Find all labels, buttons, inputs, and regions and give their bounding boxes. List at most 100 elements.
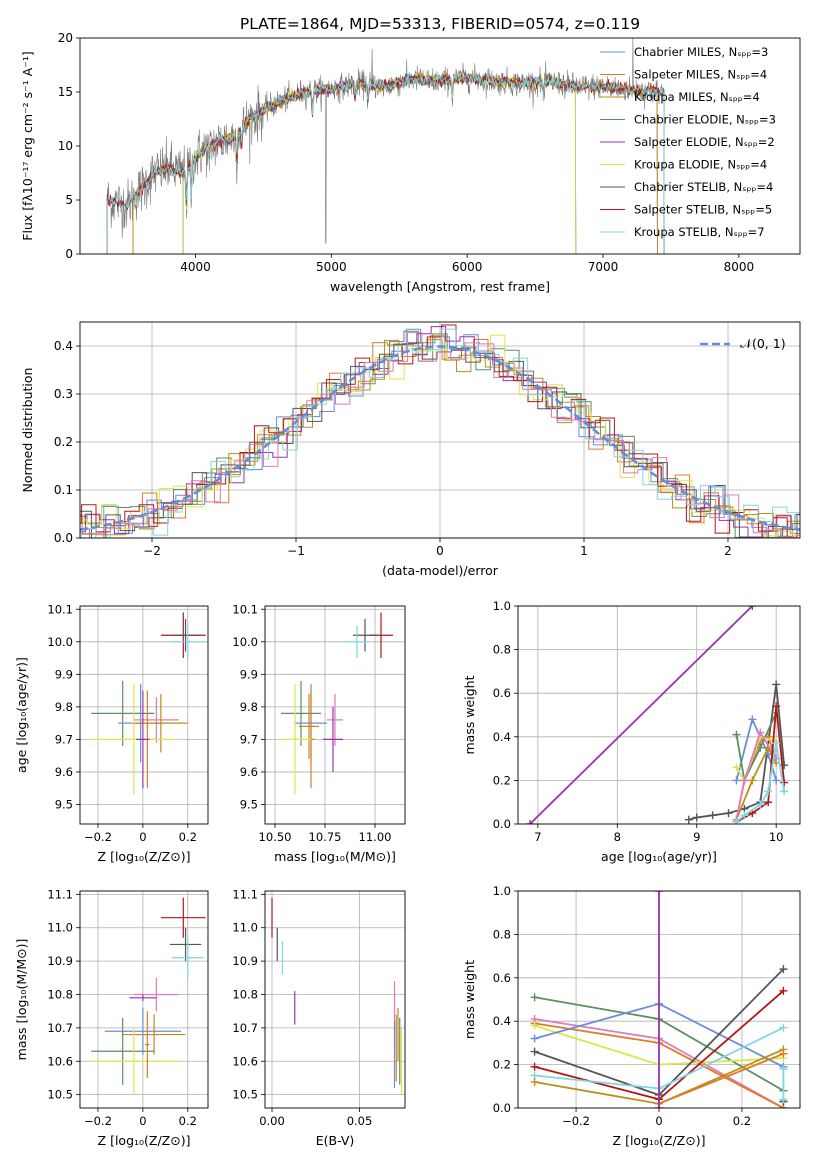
- spectrum-data-line: [107, 38, 664, 243]
- plus-marker: [531, 1078, 539, 1086]
- x-tick-label: 11.00: [359, 830, 392, 844]
- spectrum-model-line: [107, 74, 664, 254]
- y-tick-label: 0.4: [493, 1014, 511, 1028]
- x-tick-label: 0: [655, 1114, 662, 1128]
- spectrum-panel: 4000500060007000800005101520wavelength […: [20, 31, 800, 294]
- y-tick-label: 10: [58, 139, 73, 153]
- axes-frame: [80, 891, 208, 1108]
- x-tick-label: 0: [139, 830, 146, 844]
- y-tick-label: 9.5: [55, 797, 73, 811]
- plot-area: [89, 613, 206, 795]
- x-tick-label: 10.75: [309, 830, 342, 844]
- y-tick-label: 9.8: [240, 700, 258, 714]
- y-tick-label: 9.7: [55, 732, 73, 746]
- x-tick-label: 6000: [452, 260, 483, 274]
- plus-marker: [685, 816, 693, 824]
- plus-marker: [531, 993, 539, 1001]
- y-axis-label: mass [log₁₀(M/M⊙)]: [14, 939, 29, 1061]
- y-tick-label: 10.1: [232, 602, 258, 616]
- y-tick-label: 0.0: [54, 531, 73, 545]
- axes-frame: [265, 891, 405, 1108]
- plot-area: [59, 325, 819, 538]
- plus-marker: [732, 731, 740, 739]
- x-tick-label: 9: [693, 830, 700, 844]
- x-tick-label: 7000: [588, 260, 619, 274]
- plus-marker: [780, 787, 788, 795]
- x-tick-label: 0.2: [733, 1114, 751, 1128]
- plus-marker: [764, 787, 772, 795]
- x-tick-label: 8: [614, 830, 621, 844]
- y-tick-label: 9.8: [55, 700, 73, 714]
- weight-line: [530, 606, 752, 824]
- y-tick-label: 11.0: [232, 921, 258, 935]
- x-tick-label: 0: [139, 1114, 146, 1128]
- plot-area: [526, 602, 788, 828]
- y-axis-label: Normed distribution: [20, 368, 35, 493]
- spectrum-model-line: [133, 72, 657, 254]
- y-tick-label: 9.5: [240, 797, 258, 811]
- histogram-step-line: [73, 331, 819, 538]
- x-tick-label: −0.2: [84, 1114, 112, 1128]
- age-vs-mass-panel: 10.5010.7511.009.59.69.79.89.910.010.1ma…: [232, 602, 405, 864]
- plus-marker: [531, 1063, 539, 1071]
- legend-label: Salpeter ELODIE, Nₛₚₚ=2: [634, 135, 775, 149]
- mass-vs-Z-panel: −0.200.210.510.610.710.810.911.011.1Z [l…: [14, 887, 208, 1148]
- massweight-vs-Z-panel: −0.200.20.00.20.40.60.81.0Z [log₁₀(Z/Z⊙)…: [462, 884, 800, 1148]
- y-tick-label: 0.4: [493, 730, 511, 744]
- plus-marker: [748, 715, 756, 723]
- y-tick-label: 10.7: [47, 1021, 73, 1035]
- legend-label: Chabrier ELODIE, Nₛₚₚ=3: [634, 113, 776, 127]
- legend-label: Chabrier STELIB, Nₛₚₚ=4: [634, 180, 773, 194]
- y-tick-label: 10.8: [47, 987, 73, 1001]
- y-tick-label: 10.7: [232, 1021, 258, 1035]
- plus-marker: [732, 776, 740, 784]
- x-axis-label: E(B-V): [316, 1133, 355, 1148]
- massweight-vs-age-panel: 789100.00.20.40.60.81.0age [log₁₀(age/yr…: [462, 599, 800, 864]
- y-tick-label: 0.8: [493, 927, 511, 941]
- y-tick-label: 15: [58, 85, 73, 99]
- plus-marker: [725, 809, 733, 817]
- axes-frame: [80, 606, 208, 824]
- y-tick-label: 11.0: [47, 921, 73, 935]
- y-tick-label: 11.1: [232, 887, 258, 901]
- legend-label: Kroupa ELODIE, Nₛₚₚ=4: [634, 158, 767, 172]
- x-tick-label: −2: [143, 544, 161, 558]
- x-tick-label: 1: [580, 544, 588, 558]
- y-axis-label: Flux [fλ10⁻¹⁷ erg cm⁻² s⁻¹ A⁻¹]: [20, 51, 35, 240]
- plus-marker: [748, 776, 756, 784]
- legend-label: Kroupa STELIB, Nₛₚₚ=7: [634, 225, 765, 239]
- y-tick-label: 1.0: [493, 884, 511, 898]
- legend-label: Salpeter STELIB, Nₛₚₚ=5: [634, 203, 772, 217]
- x-tick-label: 8000: [724, 260, 755, 274]
- histogram-step-line: [63, 343, 819, 538]
- x-tick-label: −1: [287, 544, 305, 558]
- plot-area: [107, 38, 664, 254]
- y-tick-label: 0.2: [54, 435, 73, 449]
- spectrum-model-line: [133, 72, 657, 255]
- y-tick-label: 10.5: [47, 1088, 73, 1102]
- plus-marker: [693, 813, 701, 821]
- y-tick-label: 9.6: [240, 765, 258, 779]
- y-tick-label: 10.9: [232, 954, 258, 968]
- y-tick-label: 0.2: [493, 773, 511, 787]
- plus-marker: [740, 776, 748, 784]
- y-tick-label: 10.9: [47, 954, 73, 968]
- plus-marker: [772, 776, 780, 784]
- plot-area: [272, 898, 402, 1095]
- y-tick-label: 20: [58, 31, 73, 45]
- spectrum-model-line: [183, 73, 576, 254]
- spectrum-model-line: [183, 73, 576, 254]
- y-axis-label: age [log₁₀(age/yr)]: [14, 657, 29, 773]
- spectrum-model-line: [107, 74, 664, 254]
- plus-marker: [772, 680, 780, 688]
- spectrum-model-line: [107, 69, 664, 254]
- legend-label: 𝒩(0, 1): [740, 336, 786, 351]
- plot-area: [279, 613, 393, 795]
- y-tick-label: 10.0: [232, 635, 258, 649]
- x-tick-label: 0: [436, 544, 444, 558]
- legend-label: Chabrier MILES, Nₛₚₚ=3: [634, 45, 768, 59]
- spectrum-model-line: [133, 72, 657, 254]
- y-tick-label: 0.6: [493, 686, 511, 700]
- y-tick-label: 9.6: [55, 765, 73, 779]
